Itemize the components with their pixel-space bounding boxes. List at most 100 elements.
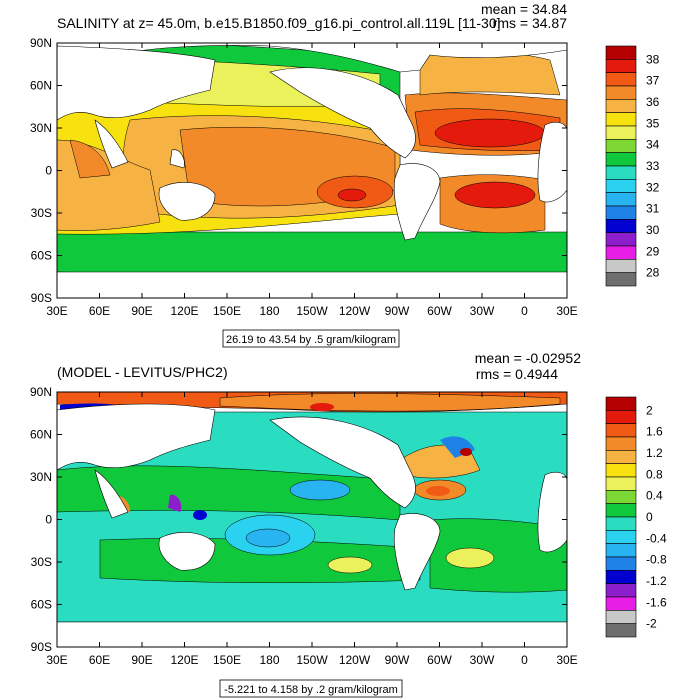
x-tick-label: 30E [46, 304, 67, 318]
colorbar-label: 36 [646, 95, 660, 109]
y-tick-label: 90S [31, 640, 52, 654]
x-tick-label: 180 [259, 304, 279, 318]
range-label: -5.221 to 4.158 by .2 gram/kilogram [224, 684, 398, 696]
salinity-colorbar: 38 37 36 35 34 33 32 31 30 29 28 [605, 45, 660, 287]
colorbar-swatch [605, 125, 637, 140]
colorbar-label: 37 [646, 74, 660, 88]
x-tick-label: 60E [89, 304, 110, 318]
difference-panel: (MODEL - LEVITUS/PHC2) mean = -0.02952 r… [30, 350, 667, 698]
colorbar-label: 0.4 [646, 489, 663, 503]
chart-title: SALINITY at z= 45.0m, b.e15.B1850.f09_g1… [57, 15, 501, 31]
colorbar-label: 0 [646, 510, 653, 524]
colorbar-swatch [605, 45, 637, 60]
colorbar-swatch [605, 259, 637, 273]
colorbar-swatch [605, 463, 637, 478]
salinity-map [57, 43, 567, 298]
colorbar-swatch [605, 530, 637, 544]
colorbar-swatch [605, 179, 637, 193]
colorbar-swatch [605, 152, 637, 167]
colorbar-label: 38 [646, 52, 660, 66]
colorbar-swatch [605, 423, 637, 438]
colorbar-label: 0.8 [646, 467, 663, 481]
x-tick-label: 60W [427, 304, 452, 318]
difference-axes: 30E 60E 90E 120E 150E 180 150W 120W 90W 60W 30W 0 30… [30, 385, 578, 667]
x-tick-label: 120E [170, 653, 198, 667]
x-tick-label: 150W [296, 653, 328, 667]
difference-map [57, 392, 567, 647]
x-tick-label: 90E [131, 304, 152, 318]
colorbar-label: 30 [646, 223, 660, 237]
colorbar-swatch [605, 490, 637, 504]
colorbar-swatch [605, 219, 637, 233]
y-tick-label: 60S [31, 249, 52, 263]
colorbar-swatch [605, 610, 637, 624]
x-tick-label: 0 [521, 304, 528, 318]
colorbar-label: 1.6 [646, 425, 663, 439]
colorbar-swatch [605, 192, 637, 207]
colorbar-label: 33 [646, 159, 660, 173]
y-tick-label: 0 [45, 513, 52, 527]
mean-label: mean = -0.02952 [475, 350, 581, 366]
colorbar-swatch [605, 543, 637, 558]
x-tick-label: 30E [556, 653, 577, 667]
colorbar-label: 32 [646, 180, 660, 194]
y-tick-label: 30N [30, 470, 52, 484]
colorbar-swatch [605, 59, 637, 73]
colorbar-swatch [605, 85, 637, 100]
y-tick-label: 30S [31, 555, 52, 569]
colorbar-swatch [605, 139, 637, 153]
colorbar-swatch [605, 245, 637, 260]
x-tick-label: 60E [89, 653, 110, 667]
colorbar-swatch [605, 205, 637, 220]
colorbar-swatch [605, 476, 637, 491]
colorbar-swatch [605, 112, 637, 127]
colorbar-swatch [605, 570, 637, 584]
x-tick-label: 30E [46, 653, 67, 667]
x-tick-label: 60W [427, 653, 452, 667]
x-tick-label: 150E [213, 304, 241, 318]
x-tick-label: 90W [385, 653, 410, 667]
chart-title: (MODEL - LEVITUS/PHC2) [57, 364, 228, 380]
y-tick-label: 90S [31, 291, 52, 305]
colorbar-swatch [605, 165, 637, 180]
y-tick-label: 60N [30, 79, 52, 93]
x-tick-label: 180 [259, 653, 279, 667]
x-tick-label: 120W [339, 653, 371, 667]
colorbar-swatch [605, 410, 637, 424]
difference-colorbar: 2 1.6 1.2 0.8 0.4 0 -0.4 -0.8 -1.2 -1.6 -2 [605, 396, 667, 638]
colorbar-label: 34 [646, 138, 660, 152]
colorbar-swatch [605, 272, 637, 287]
colorbar-label: 28 [646, 266, 660, 280]
colorbar-swatch [605, 583, 637, 598]
x-tick-label: 30E [556, 304, 577, 318]
y-tick-label: 60S [31, 598, 52, 612]
x-tick-label: 120E [170, 304, 198, 318]
colorbar-swatch [605, 396, 637, 411]
y-tick-label: 90N [30, 385, 52, 399]
colorbar-swatch [605, 516, 637, 531]
range-label: 26.19 to 43.54 by .5 gram/kilogram [226, 334, 396, 346]
x-tick-label: 120W [339, 304, 371, 318]
colorbar-swatch [605, 232, 637, 247]
y-tick-label: 30N [30, 121, 52, 135]
colorbar-swatch [605, 556, 637, 571]
x-tick-label: 30W [470, 653, 495, 667]
colorbar-swatch [605, 99, 637, 113]
colorbar-label: 31 [646, 202, 660, 216]
colorbar-label: -2 [646, 617, 657, 631]
y-tick-label: 0 [45, 164, 52, 178]
x-tick-label: 150E [213, 653, 241, 667]
x-tick-label: 150W [296, 304, 328, 318]
x-tick-label: 90E [131, 653, 152, 667]
y-tick-label: 90N [30, 36, 52, 50]
rms-label: rms = 34.87 [493, 15, 568, 31]
salinity-panel: SALINITY at z= 45.0m, b.e15.B1850.f09_g1… [30, 1, 660, 348]
colorbar-label: -0.8 [646, 553, 667, 567]
x-tick-label: 90W [385, 304, 410, 318]
colorbar-swatch [605, 623, 637, 638]
y-tick-label: 60N [30, 428, 52, 442]
colorbar-label: 35 [646, 116, 660, 130]
difference-range-label: -5.221 to 4.158 by .2 gram/kilogram [219, 679, 403, 698]
colorbar-swatch [605, 596, 637, 611]
colorbar-label: -1.6 [646, 595, 667, 609]
